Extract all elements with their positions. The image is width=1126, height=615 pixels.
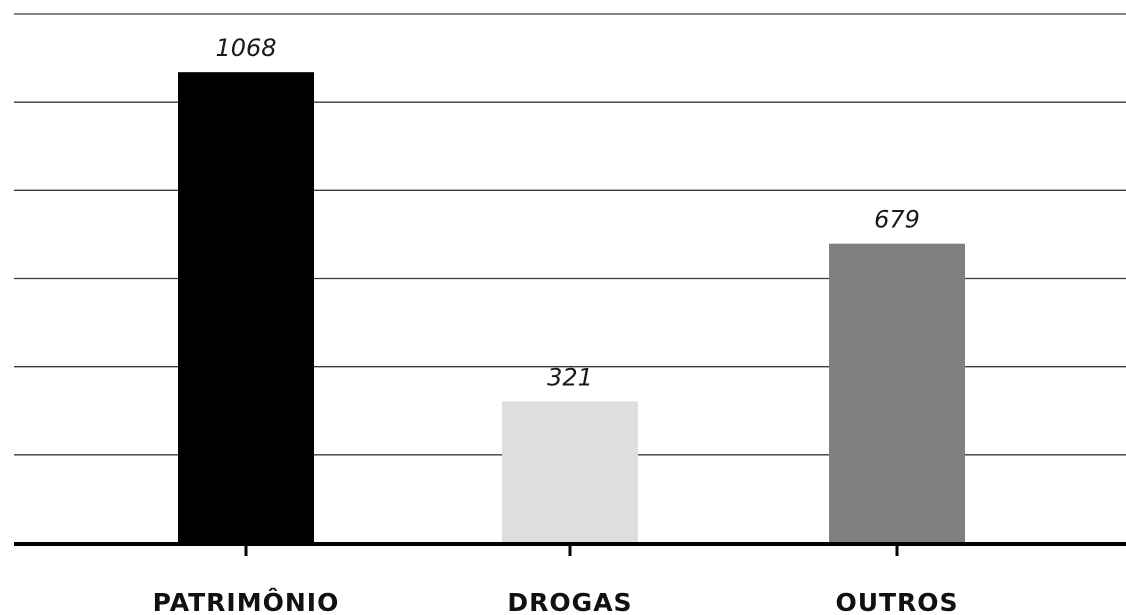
labels: 1068 PATRIMÔNIO 321 DROGAS 679 OUTROS — [153, 34, 958, 615]
x-tick-label-patrimônio: PATRIMÔNIO — [153, 587, 340, 615]
data-label-outros: 679 — [874, 206, 920, 234]
x-tick-label-drogas: DROGAS — [507, 588, 632, 615]
bars — [178, 72, 965, 543]
x-tick-label-outros: OUTROS — [835, 588, 958, 615]
x-axis — [14, 542, 1126, 556]
data-label-patrimônio: 1068 — [215, 34, 276, 62]
bar-patrimônio — [178, 72, 314, 543]
data-label-drogas: 321 — [547, 363, 593, 391]
bar-outros — [829, 243, 965, 543]
bar-drogas — [502, 401, 638, 543]
